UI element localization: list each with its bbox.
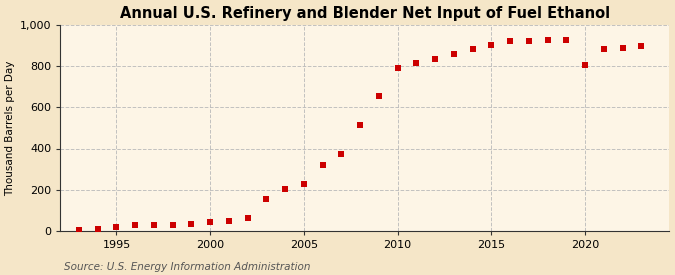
Text: Source: U.S. Energy Information Administration: Source: U.S. Energy Information Administ… [64, 262, 310, 272]
Y-axis label: Thousand Barrels per Day: Thousand Barrels per Day [5, 60, 16, 196]
Title: Annual U.S. Refinery and Blender Net Input of Fuel Ethanol: Annual U.S. Refinery and Blender Net Inp… [119, 6, 610, 21]
